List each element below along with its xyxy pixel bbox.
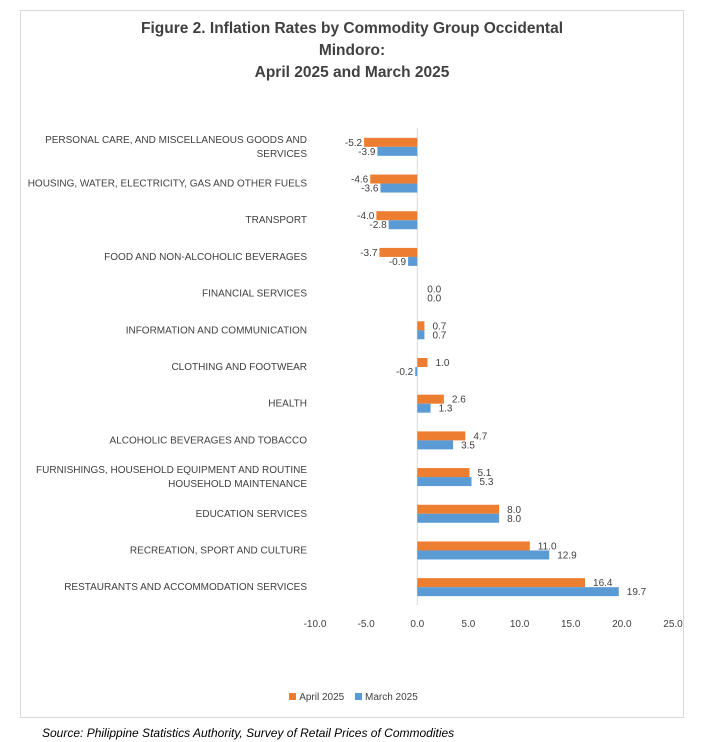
data-label-april: 0.0 [427, 285, 441, 296]
bar-april [364, 137, 418, 147]
chart-title: Figure 2. Inflation Rates by Commodity G… [20, 18, 684, 84]
legend-item-march: March 2025 [355, 692, 418, 703]
category-label: HOUSING, WATER, ELECTRICITY, GAS AND OTH… [28, 179, 308, 190]
chart-title-line-2: Mindoro: [318, 42, 386, 59]
legend-label-march: March 2025 [365, 692, 418, 703]
data-label-march: 1.3 [439, 404, 453, 415]
bar-march [415, 367, 418, 376]
data-label-april: 2.6 [452, 395, 466, 406]
data-label-march: 5.3 [479, 477, 493, 488]
bar-march [417, 550, 550, 560]
x-tick-label: 10.0 [510, 619, 530, 630]
data-label-march: -0.2 [396, 367, 414, 378]
x-tick-label: 5.0 [461, 619, 475, 630]
category-label: RECREATION, SPORT AND CULTURE [130, 545, 307, 556]
legend: April 2025 March 2025 [0, 692, 707, 703]
data-label-march: -3.6 [361, 184, 379, 195]
category-label: FOOD AND NON-ALCOHOLIC BEVERAGES [104, 252, 307, 263]
bar-march [417, 513, 500, 523]
bar-april [417, 358, 428, 367]
category-label: CLOTHING AND FOOTWEAR [171, 362, 307, 373]
x-tick-label: -5.0 [358, 619, 376, 630]
category-label: HEALTH [268, 399, 307, 410]
data-label-march: 8.0 [507, 514, 521, 525]
bar-april [417, 468, 470, 478]
data-label-april: 11.0 [538, 541, 557, 552]
data-label-april: 4.7 [473, 431, 487, 442]
category-label: INFORMATION AND COMMUNICATION [126, 325, 307, 336]
bar-april [376, 211, 418, 221]
bar-april [417, 431, 466, 441]
category-label: FINANCIAL SERVICES [202, 289, 307, 300]
legend-item-april: April 2025 [289, 692, 344, 703]
data-label-march: 3.5 [461, 440, 475, 451]
category-label: RESTAURANTS AND ACCOMMODATION SERVICES [64, 582, 307, 593]
category-label: SERVICES [257, 149, 308, 160]
data-label-march: -0.9 [389, 257, 407, 268]
data-label-march: -3.9 [358, 147, 376, 158]
bar-march [417, 403, 431, 413]
chart-frame [20, 10, 684, 718]
data-label-march: -2.8 [369, 220, 387, 231]
x-tick-label: 20.0 [612, 619, 632, 630]
legend-swatch-march [355, 693, 362, 700]
category-label: PERSONAL CARE, AND MISCELLANEOUS GOODS A… [45, 135, 307, 146]
chart-title-line-3: April 2025 and March 2025 [254, 64, 450, 81]
x-tick-label: 25.0 [663, 619, 683, 630]
category-label: EDUCATION SERVICES [196, 509, 308, 520]
data-label-march: 19.7 [627, 587, 647, 598]
data-label-april: -4.6 [351, 175, 369, 186]
bar-march [417, 477, 472, 487]
chart-title-line-1: Figure 2. Inflation Rates by Commodity G… [141, 20, 563, 37]
bar-march [417, 587, 619, 597]
bar-april [370, 174, 418, 184]
bar-march [388, 220, 418, 230]
data-label-march: 0.7 [432, 330, 446, 341]
bar-april [417, 504, 500, 514]
data-label-april: -5.2 [345, 138, 363, 149]
bar-april [417, 578, 586, 588]
bar-april [417, 394, 444, 404]
x-tick-label: 0.0 [410, 619, 424, 630]
bar-march [380, 183, 418, 193]
bar-march [417, 330, 425, 340]
data-label-april: 5.1 [477, 468, 491, 479]
data-label-april: 0.7 [432, 321, 446, 332]
x-tick-label: -10.0 [304, 619, 327, 630]
data-label-april: 1.0 [436, 358, 450, 369]
data-label-march: 12.9 [557, 550, 577, 561]
category-label: HOUSEHOLD MAINTENANCE [168, 479, 307, 490]
bar-april [379, 247, 418, 257]
bar-march [377, 146, 418, 156]
bar-march [408, 256, 418, 266]
legend-label-april: April 2025 [299, 692, 345, 703]
x-tick-label: 15.0 [561, 619, 581, 630]
data-label-april: 8.0 [507, 505, 521, 516]
data-label-march: 0.0 [427, 294, 441, 305]
category-label: FURNISHINGS, HOUSEHOLD EQUIPMENT AND ROU… [36, 465, 307, 476]
data-label-april: -3.7 [360, 248, 378, 259]
bar-april [417, 541, 530, 551]
data-label-april: -4.0 [357, 211, 375, 222]
legend-swatch-april [289, 693, 297, 700]
bar-march [417, 440, 454, 450]
category-label: ALCOHOLIC BEVERAGES AND TOBACCO [110, 435, 308, 446]
category-label: TRANSPORT [246, 215, 308, 226]
source-note: Source: Philippine Statistics Authority,… [42, 726, 455, 740]
data-label-april: 16.4 [593, 578, 613, 589]
bar-april [417, 321, 425, 331]
